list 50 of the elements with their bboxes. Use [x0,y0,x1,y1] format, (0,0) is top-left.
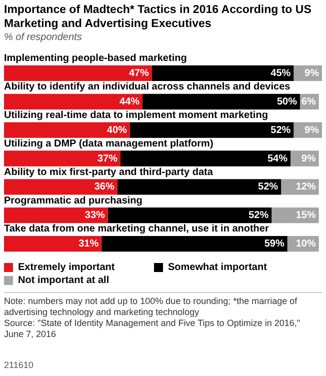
y-tick-label: Ability to identify an individual across channels and devices [4,82,291,93]
bar [120,150,291,166]
data-label: 6% [301,96,316,108]
y-tick-label: Programmatic ad purchasing [4,195,142,206]
data-label: 37% [97,153,118,164]
bar [108,208,272,224]
text: Note: numbers may not add up to 100% due to rounding; *the marriage of advertising technology and marketing technology [4,296,298,318]
data-label: 36% [94,182,114,193]
data-label: 52% [270,124,291,136]
data-label: 54% [268,153,288,164]
bar [130,122,294,138]
bar [4,150,120,166]
data-label: 9% [304,68,320,79]
text: 211610 [4,360,34,370]
legend-label: Not important at all [18,275,110,286]
bar [152,65,294,82]
data-label: 33% [84,210,106,222]
legend-label: Extremely important [18,262,115,273]
data-label: 10% [296,238,316,250]
data-label: 31% [78,238,99,250]
bar [117,179,282,195]
data-label: 47% [128,68,150,79]
bar [4,65,152,82]
data-label: 50% [276,96,298,108]
y-tick-label: Utilizing a DMP (data management platform) [4,138,214,150]
data-label: 52% [258,182,278,193]
chart-title: Importance of Madtech* Tactics in 2016 According to US Marketing and Advertising Executives [4,3,312,31]
data-label: 9% [301,153,316,164]
bar [4,179,118,195]
data-label: 15% [296,210,316,222]
data-label: 52% [248,210,269,222]
y-tick-label: Ability to mix first-party and third-party data [4,166,214,178]
y-tick-label: Implementing people-based marketing [4,53,187,64]
legend-label: Somewhat important [168,262,267,273]
bar [4,122,130,138]
bar [102,236,288,252]
bar [142,94,300,110]
source-note: Source: "State of Identity Management and Five Tips to Optimize in 2016," June 7, 2016 [4,318,302,340]
chart-subtitle: % of respondents [4,31,83,44]
data-label: 9% [304,124,320,136]
bar [4,236,102,252]
data-label: 45% [270,68,291,79]
data-label: 59% [264,238,284,250]
y-tick-label: Utilizing real-time data to implement moment marketing [4,110,268,122]
bar [4,94,143,110]
bar [4,208,108,224]
data-label: 40% [106,124,128,136]
data-label: 12% [296,182,316,193]
data-label: 44% [120,96,140,108]
y-tick-label: Take data from one marketing channel, use it in another [4,224,269,235]
